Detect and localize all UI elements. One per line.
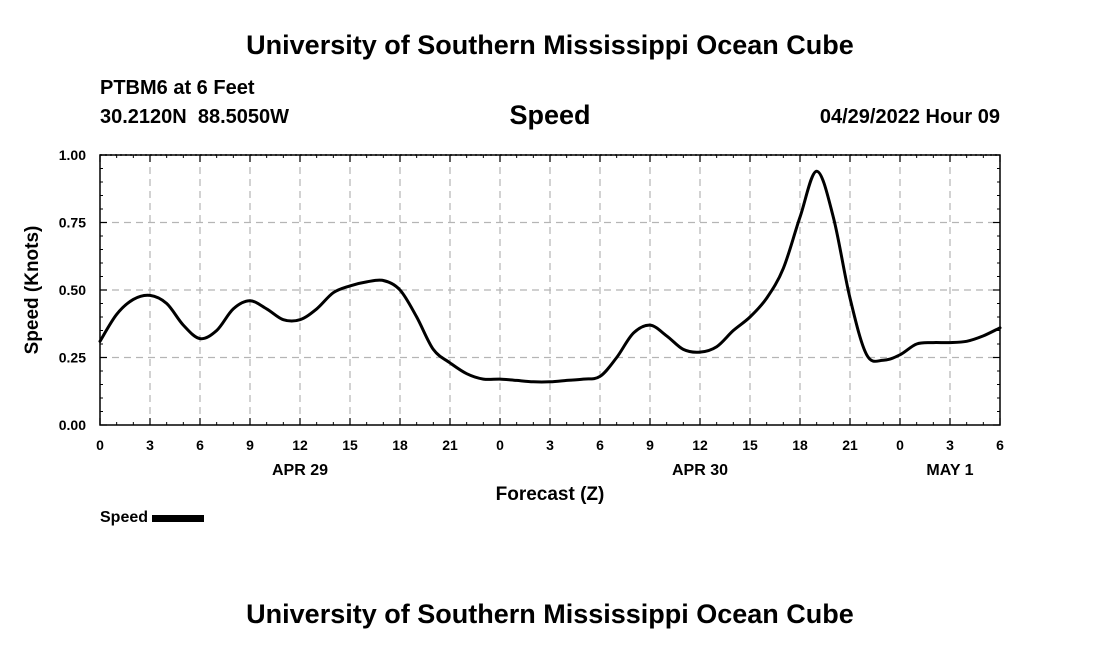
x-tick-label: 9 <box>646 437 654 453</box>
x-tick-label: 9 <box>246 437 254 453</box>
x-axis-label: Forecast (Z) <box>496 484 605 505</box>
chart-title: Speed <box>509 100 591 130</box>
x-tick-label: 3 <box>946 437 954 453</box>
x-tick-label: 3 <box>546 437 554 453</box>
x-tick-label: 0 <box>896 437 904 453</box>
footer-title: University of Southern Mississippi Ocean… <box>246 599 854 629</box>
page-title: University of Southern Mississippi Ocean… <box>246 30 854 60</box>
x-tick-label: 21 <box>442 437 458 453</box>
x-tick-label: 15 <box>342 437 358 453</box>
x-tick-label: 6 <box>596 437 604 453</box>
legend-label: Speed <box>100 509 149 526</box>
y-axis-label: Speed (Knots) <box>22 226 43 355</box>
forecast-timestamp: 04/29/2022 Hour 09 <box>819 106 1000 128</box>
x-tick-label: 15 <box>742 437 758 453</box>
x-tick-label: 6 <box>996 437 1004 453</box>
latitude: 30.2120N <box>100 106 187 128</box>
date-label: APR 30 <box>672 462 728 479</box>
station-coordinates: 30.2120N 88.5050W <box>100 106 289 129</box>
x-tick-label: 21 <box>842 437 858 453</box>
y-tick-label: 0.50 <box>59 282 86 298</box>
y-tick-label: 0.25 <box>59 350 86 366</box>
station-label: PTBM6 at 6 Feet <box>100 77 255 99</box>
axis-ticks: 0 3 6 9 12 15 18 21 0 3 6 9 12 15 18 21 0 3 6 0.00 0.25 0.50 0… <box>59 147 1004 479</box>
x-tick-label: 18 <box>792 437 808 453</box>
y-tick-label: 0.00 <box>59 417 86 433</box>
grid <box>100 154 1000 425</box>
longitude: 88.5050W <box>197 106 290 128</box>
x-tick-label: 18 <box>392 437 408 453</box>
x-tick-label: 12 <box>292 437 308 453</box>
date-label: APR 29 <box>272 462 328 479</box>
y-tick-label: 1.00 <box>59 147 86 163</box>
x-tick-label: 3 <box>146 437 154 453</box>
x-tick-label: 0 <box>96 437 104 453</box>
legend: Speed <box>100 509 205 527</box>
speed-series-line <box>98 169 1002 384</box>
x-tick-label: 12 <box>692 437 708 453</box>
x-tick-label: 0 <box>496 437 504 453</box>
date-label: MAY 1 <box>926 462 973 479</box>
x-tick-label: 6 <box>196 437 204 453</box>
y-tick-label: 0.75 <box>59 215 86 231</box>
legend-swatch <box>152 514 205 522</box>
